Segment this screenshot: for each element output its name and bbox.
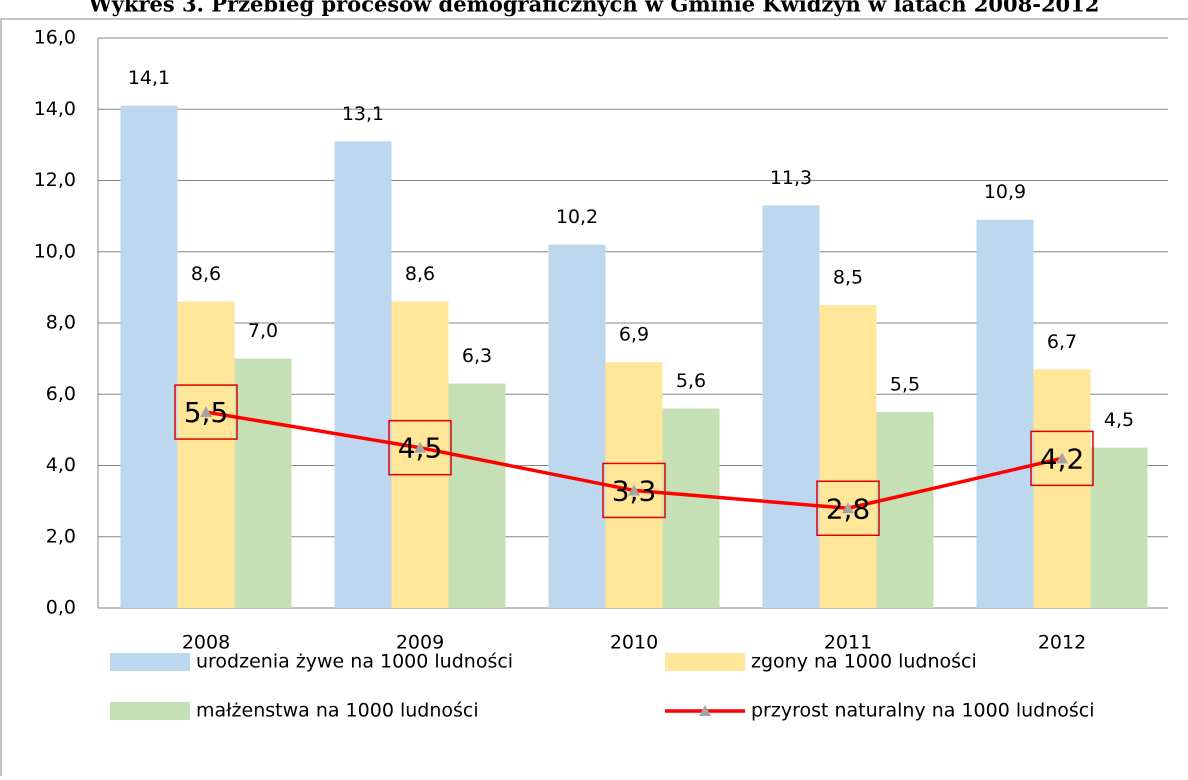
bar: [819, 305, 877, 608]
legend-label: małżenstwa na 1000 ludności: [196, 700, 479, 722]
data-label: 11,3: [770, 167, 812, 189]
y-tick-label: 0,0: [46, 597, 76, 619]
data-label: 6,3: [462, 345, 492, 367]
data-label: 5,5: [184, 396, 229, 429]
bar: [448, 383, 506, 608]
legend-label: przyrost naturalny na 1000 ludności: [751, 700, 1095, 722]
data-label: 4,5: [398, 432, 443, 465]
legend-label: zgony na 1000 ludności: [751, 651, 977, 673]
y-tick-label: 4,0: [46, 454, 76, 476]
data-label: 13,1: [342, 103, 384, 125]
legend-marker: [699, 705, 711, 716]
bar: [1090, 447, 1148, 608]
bar: [548, 244, 606, 608]
bar: [876, 412, 934, 608]
line-marker: [842, 502, 854, 514]
data-label: 6,7: [1047, 331, 1077, 353]
bar: [120, 105, 178, 608]
bar: [976, 219, 1034, 608]
label-box: [388, 419, 452, 476]
line-marker: [200, 406, 212, 418]
bar: [762, 205, 820, 608]
bar: [662, 408, 720, 608]
data-label: 3,3: [612, 474, 657, 507]
chart-title: Wykres 3. Przebieg procesów demograficzn…: [88, 0, 1100, 17]
line-marker: [628, 484, 640, 496]
bar: [177, 301, 235, 608]
data-label: 4,5: [1104, 409, 1134, 431]
x-tick-label: 2008: [182, 632, 230, 654]
x-tick-label: 2011: [824, 632, 872, 654]
data-label: 8,6: [405, 263, 435, 285]
y-tick-label: 8,0: [46, 312, 76, 334]
data-label: 5,5: [890, 374, 920, 396]
data-label: 14,1: [128, 67, 170, 89]
x-tick-label: 2009: [396, 632, 444, 654]
x-tick-label: 2010: [610, 632, 658, 654]
x-tick-label: 2012: [1038, 632, 1086, 654]
data-label: 7,0: [248, 320, 278, 342]
bar: [391, 301, 449, 608]
y-tick-label: 16,0: [34, 27, 76, 49]
data-label: 10,2: [556, 206, 598, 228]
line-marker: [1056, 452, 1068, 464]
label-box: [816, 480, 880, 536]
data-label: 5,6: [676, 370, 706, 392]
data-label: 6,9: [619, 324, 649, 346]
data-label: 4,2: [1040, 442, 1085, 475]
bar: [334, 141, 392, 608]
bar: [234, 358, 292, 608]
bar: [1033, 369, 1091, 608]
data-label: 2,8: [826, 492, 871, 525]
legend-label: urodzenia żywe na 1000 ludności: [196, 651, 513, 673]
y-tick-label: 6,0: [46, 383, 76, 405]
label-box: [174, 384, 238, 440]
y-tick-label: 10,0: [34, 240, 76, 262]
label-box: [1030, 430, 1094, 487]
y-tick-label: 2,0: [46, 525, 76, 547]
data-label: 10,9: [984, 181, 1026, 203]
legend-swatch: [110, 653, 190, 671]
data-label: 8,5: [833, 267, 863, 289]
data-label: 8,6: [191, 263, 221, 285]
label-box: [602, 462, 666, 519]
line-marker: [414, 441, 426, 453]
legend-swatch: [110, 702, 190, 720]
y-tick-label: 14,0: [34, 98, 76, 120]
y-tick-label: 12,0: [34, 169, 76, 191]
legend-swatch: [665, 653, 745, 671]
